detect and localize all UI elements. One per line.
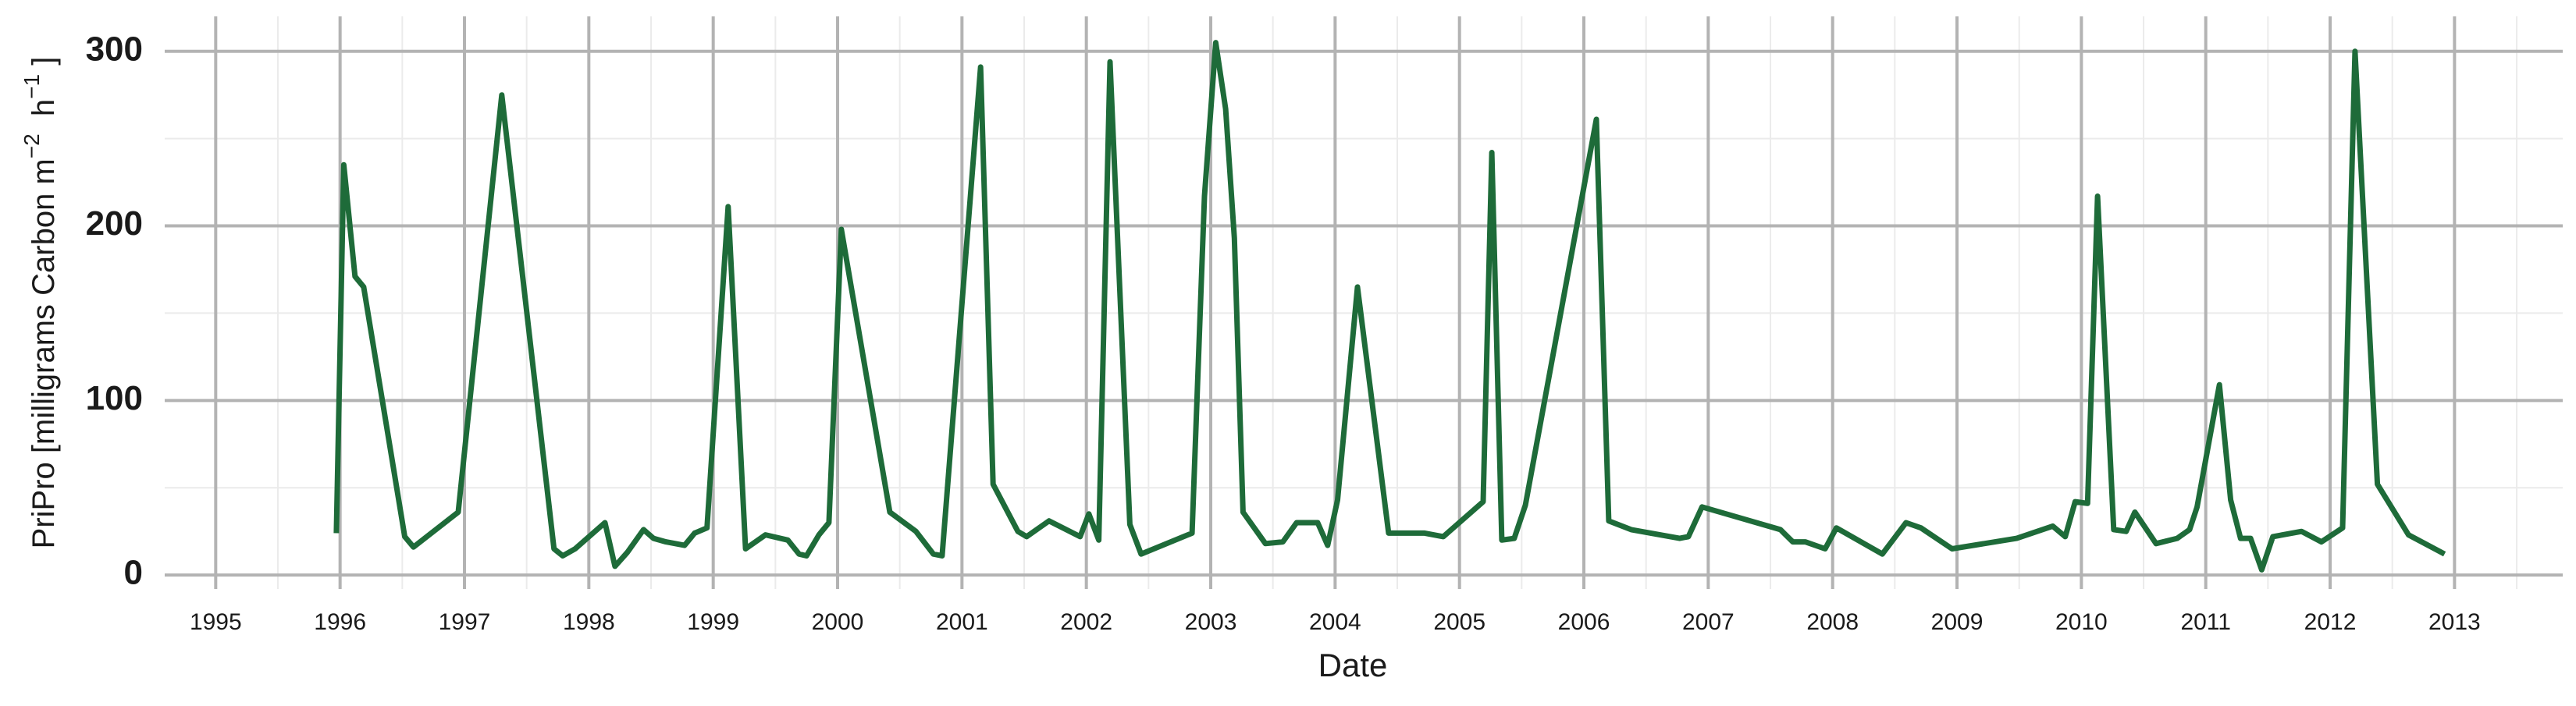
data-line	[333, 40, 2446, 573]
x-tick-label: 1996	[314, 609, 366, 635]
x-tick-label: 1999	[687, 609, 739, 635]
x-tick-label: 2000	[812, 609, 864, 635]
y-label-text: h	[27, 99, 61, 133]
x-tick-label: 2006	[1558, 609, 1610, 635]
y-label-sup: −1	[20, 74, 44, 99]
x-tick-label: 2002	[1060, 609, 1112, 635]
y-tick-label: 300	[86, 30, 143, 68]
x-tick-label: 2003	[1185, 609, 1237, 635]
y-label-text: PriPro [milligrams Carbon m	[27, 158, 61, 548]
y-tick-label: 200	[86, 204, 143, 243]
y-tick-label: 0	[124, 554, 143, 592]
x-tick-label: 2004	[1309, 609, 1361, 635]
x-tick-label: 1998	[563, 609, 615, 635]
x-tick-label: 2008	[1806, 609, 1859, 635]
x-tick-label: 1995	[190, 609, 242, 635]
x-tick-label: 2005	[1433, 609, 1485, 635]
x-tick-label: 2007	[1682, 609, 1735, 635]
y-label-sup: −2	[20, 133, 44, 158]
y-label-text: ]	[27, 57, 61, 74]
x-tick-label: 2010	[2055, 609, 2108, 635]
y-tick-label: 100	[86, 379, 143, 417]
x-tick-label: 2013	[2428, 609, 2481, 635]
x-tick-label: 2001	[936, 609, 988, 635]
x-tick-label: 2009	[1931, 609, 1984, 635]
x-tick-label: 2011	[2180, 609, 2231, 635]
x-tick-label: 2012	[2304, 609, 2357, 635]
x-axis-label: Date	[1318, 647, 1388, 683]
x-tick-label: 1997	[439, 609, 491, 635]
y-axis-label: PriPro [milligrams Carbon m−2 h−1 ]	[20, 57, 60, 549]
